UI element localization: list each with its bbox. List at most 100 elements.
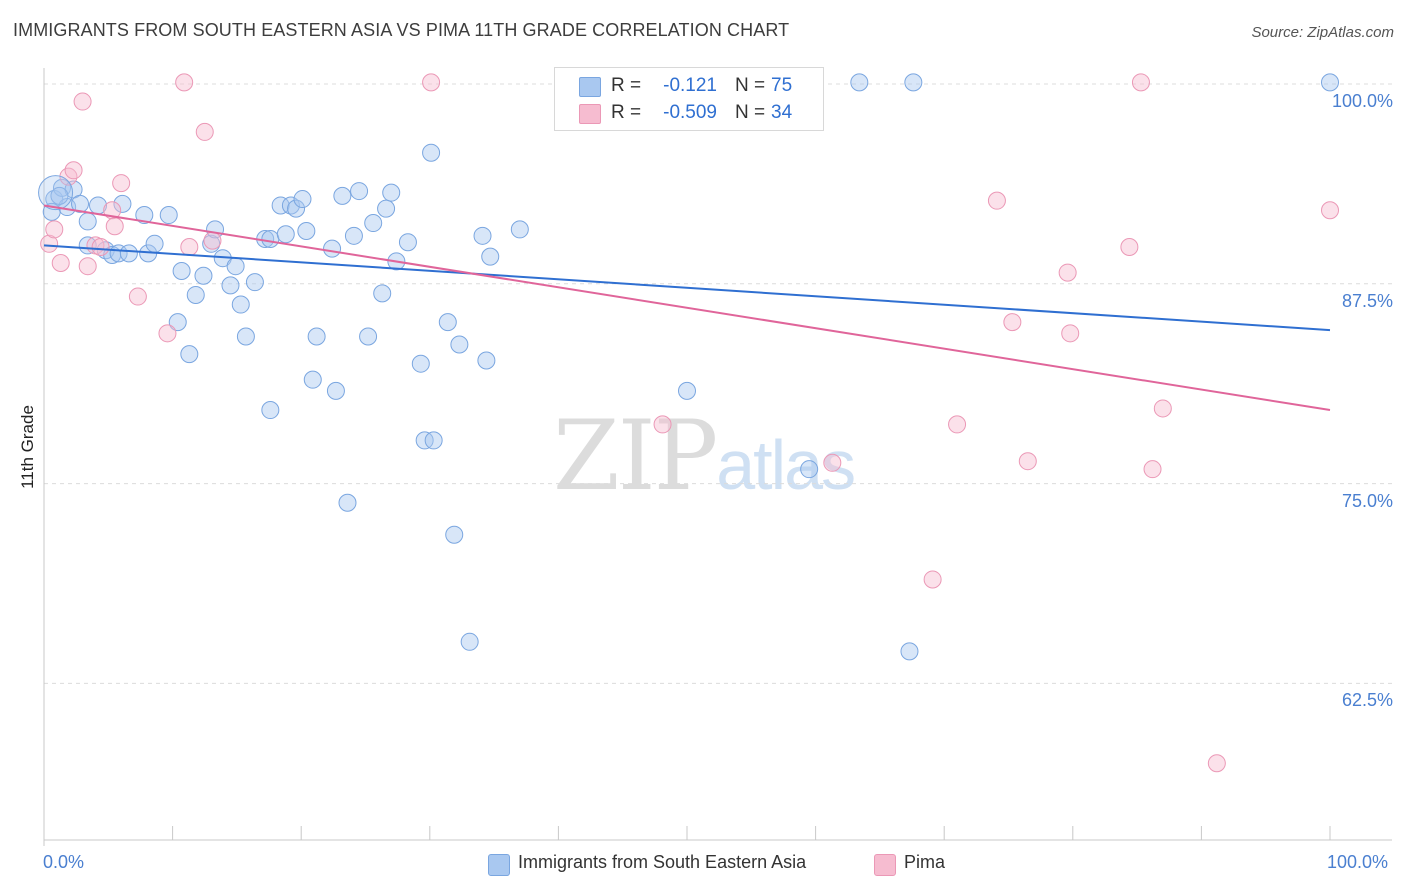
point-immigrants xyxy=(415,431,434,450)
point-immigrants xyxy=(168,313,187,332)
y-tick-label: 75.0% xyxy=(1341,490,1393,511)
point-immigrants xyxy=(411,354,430,373)
point-immigrants xyxy=(350,182,369,201)
point-immigrants xyxy=(145,234,164,253)
trend-line-pima xyxy=(43,204,1331,412)
point-immigrants xyxy=(422,143,441,162)
point-immigrants xyxy=(113,194,132,213)
point-immigrants xyxy=(373,284,392,303)
point-immigrants xyxy=(202,234,221,253)
point-pima xyxy=(823,453,842,472)
point-immigrants xyxy=(271,196,290,215)
point-immigrants xyxy=(338,493,357,512)
legend-label: Pima xyxy=(904,852,946,872)
point-immigrants xyxy=(221,276,240,295)
point-immigrants xyxy=(477,351,496,370)
point-immigrants xyxy=(297,222,316,241)
n-label: N = xyxy=(735,102,766,123)
point-pima xyxy=(103,201,122,220)
point-pima xyxy=(180,238,199,257)
legend-swatch-pink xyxy=(874,854,896,876)
point-pima xyxy=(64,161,83,180)
point-pima xyxy=(1207,754,1226,773)
point-immigrants xyxy=(231,295,250,314)
point-pima xyxy=(1143,460,1162,479)
point-pima xyxy=(73,92,92,111)
point-immigrants xyxy=(194,266,213,285)
point-immigrants xyxy=(510,220,529,239)
y-tick-label: 62.5% xyxy=(1341,690,1393,711)
watermark: ZIPatlas xyxy=(553,400,856,512)
point-pima xyxy=(112,174,131,193)
point-immigrants xyxy=(172,261,191,280)
trend-line-immigrants xyxy=(43,244,1331,332)
point-immigrants xyxy=(382,183,401,202)
r-value: -0.509 xyxy=(663,102,717,123)
point-immigrants xyxy=(159,206,178,225)
stats-row-pink: R = -0.509 N = 34 xyxy=(555,102,823,130)
point-pima xyxy=(40,234,59,253)
point-pima xyxy=(1321,201,1339,220)
point-immigrants xyxy=(678,381,696,400)
point-immigrants xyxy=(261,401,280,420)
n-label: N = xyxy=(735,75,766,96)
point-pima xyxy=(987,191,1006,210)
y-axis-title: 11th Grade xyxy=(18,405,37,489)
y-tick-label: 100.0% xyxy=(1331,90,1393,111)
point-immigrants xyxy=(900,642,919,661)
pink-swatch xyxy=(579,104,601,124)
point-immigrants xyxy=(281,196,300,215)
point-immigrants xyxy=(359,327,378,346)
blue-swatch xyxy=(579,77,601,97)
watermark-zip: ZIP xyxy=(553,400,718,512)
point-immigrants xyxy=(303,370,322,389)
point-pima xyxy=(653,415,672,434)
point-pima xyxy=(203,231,222,250)
point-immigrants xyxy=(307,327,326,346)
point-immigrants xyxy=(50,186,69,205)
stats-row-blue: R = -0.121 N = 75 xyxy=(555,75,823,103)
point-immigrants xyxy=(261,230,280,249)
point-pima xyxy=(1018,452,1037,471)
r-label: R = xyxy=(611,75,642,96)
point-pima xyxy=(422,73,441,92)
point-pima xyxy=(1061,324,1080,343)
point-immigrants xyxy=(398,233,417,252)
point-immigrants xyxy=(473,226,492,245)
n-value: 75 xyxy=(771,75,793,96)
point-pima xyxy=(1153,399,1172,418)
point-immigrants xyxy=(481,247,500,266)
points-layer xyxy=(38,73,1339,773)
point-pima xyxy=(45,220,64,239)
point-immigrants xyxy=(460,632,479,651)
point-immigrants xyxy=(293,190,312,209)
trend-lines xyxy=(43,204,1331,412)
point-pima xyxy=(128,287,147,306)
point-immigrants xyxy=(450,335,469,354)
point-immigrants-large xyxy=(38,175,74,211)
point-pima xyxy=(78,257,97,276)
point-immigrants xyxy=(438,313,457,332)
point-immigrants xyxy=(377,199,396,218)
point-immigrants xyxy=(424,431,443,450)
y-tick-label: 87.5% xyxy=(1341,290,1393,311)
point-pima xyxy=(948,415,967,434)
point-pima xyxy=(175,73,194,92)
point-pima xyxy=(1131,73,1150,92)
point-immigrants xyxy=(78,212,97,231)
point-pima xyxy=(1058,263,1077,282)
legend: Immigrants from South Eastern Asia Pima xyxy=(0,852,1406,878)
chart-source: Source: ZipAtlas.com xyxy=(1251,24,1394,41)
point-pima xyxy=(1003,313,1022,332)
point-immigrants xyxy=(236,327,255,346)
legend-swatch-blue xyxy=(488,854,510,876)
legend-label: Immigrants from South Eastern Asia xyxy=(518,852,807,872)
r-value: -0.121 xyxy=(663,75,717,96)
axes xyxy=(43,68,1392,846)
point-pima xyxy=(923,570,942,589)
point-immigrants xyxy=(276,225,295,244)
point-immigrants xyxy=(1321,73,1339,92)
point-immigrants xyxy=(180,345,199,364)
point-immigrants xyxy=(119,244,138,263)
